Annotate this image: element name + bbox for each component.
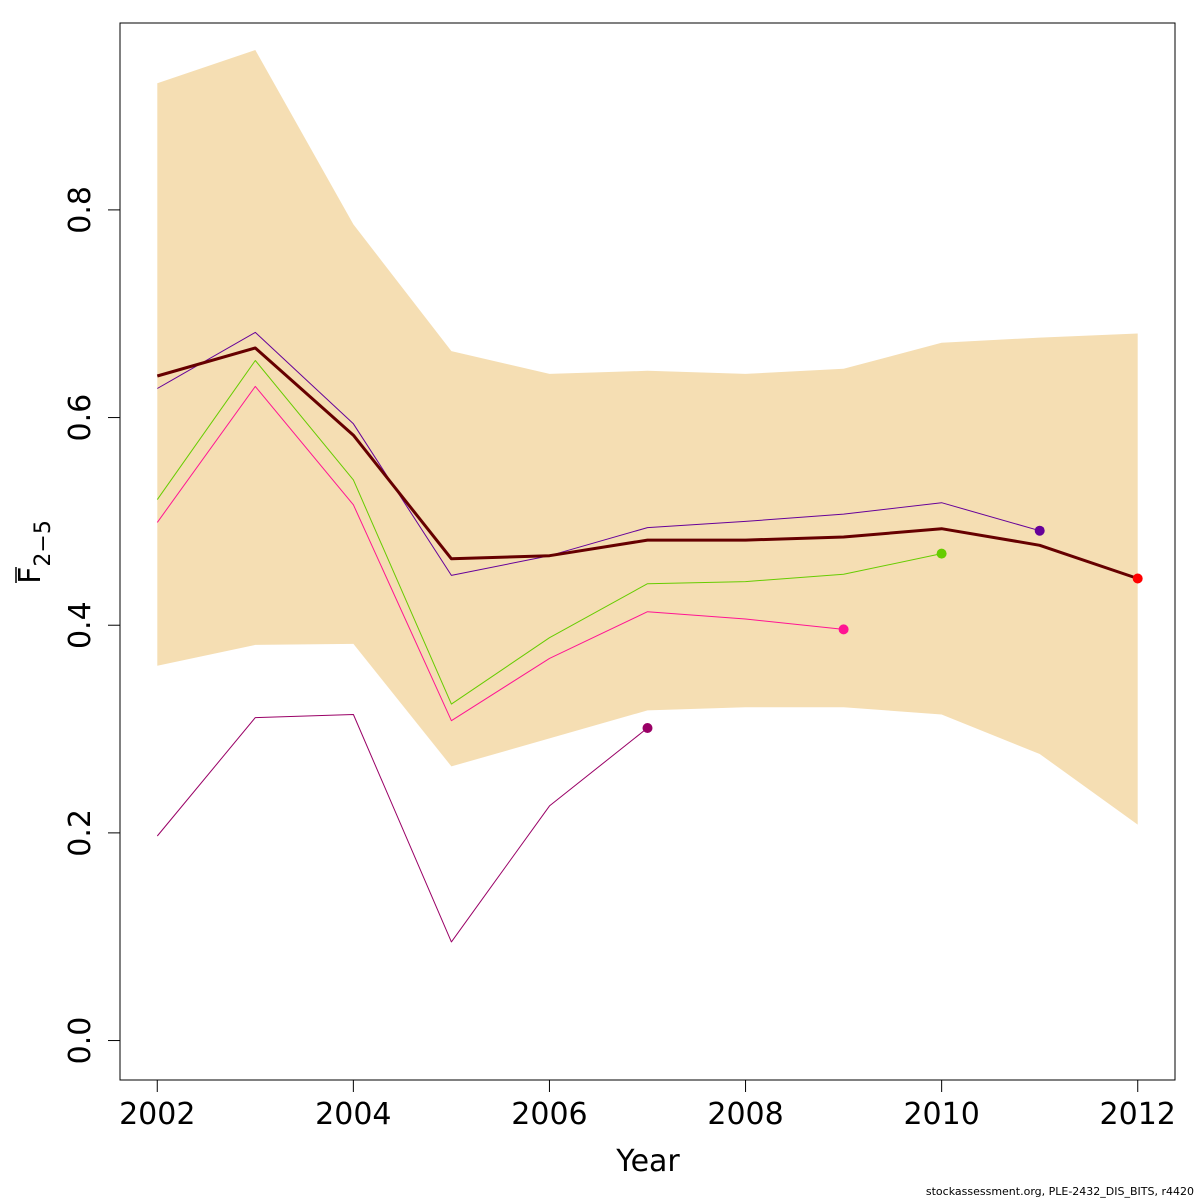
confidence-band bbox=[157, 50, 1138, 825]
y-tick-label: 0.2 bbox=[63, 809, 98, 857]
y-tick-label: 0.0 bbox=[63, 1017, 98, 1065]
series-line-3 bbox=[156, 360, 942, 705]
x-tick-label: 2004 bbox=[315, 1097, 391, 1132]
series-line-1 bbox=[156, 714, 648, 943]
series-end-point-2 bbox=[838, 624, 849, 635]
x-tick-label: 2006 bbox=[511, 1097, 587, 1132]
y-axis: 0.0 0.2 0.4 0.6 0.8 bbox=[63, 186, 121, 1065]
series-end-point-3 bbox=[936, 548, 947, 559]
x-tick-label: 2012 bbox=[1100, 1097, 1176, 1132]
y-tick-label: 0.8 bbox=[63, 186, 98, 234]
series-end-point-5 bbox=[1132, 573, 1143, 584]
series-end-point-4 bbox=[1034, 525, 1045, 536]
y-axis-title-subscript: 2−5 bbox=[31, 520, 56, 566]
x-axis: 2002 2004 2006 2008 2010 2012 bbox=[119, 1079, 1176, 1132]
x-tick-label: 2010 bbox=[903, 1097, 979, 1132]
series-line-2 bbox=[156, 385, 844, 722]
x-tick-label: 2002 bbox=[119, 1097, 195, 1132]
y-tick-label: 0.4 bbox=[63, 601, 98, 649]
svg-text:F2−5: F2−5 bbox=[13, 520, 56, 584]
y-axis-title-main: F bbox=[13, 567, 48, 584]
x-tick-label: 2008 bbox=[707, 1097, 783, 1132]
series-end-point-1 bbox=[642, 723, 653, 733]
y-tick-label: 0.6 bbox=[63, 394, 98, 442]
series-line-5 bbox=[156, 346, 1139, 580]
y-axis-title: F2−5 bbox=[13, 520, 56, 584]
footnote: stockassessment.org, PLE-2432_DIS_BITS, … bbox=[925, 1185, 1194, 1198]
x-axis-title: Year bbox=[615, 1144, 680, 1179]
series-line-4 bbox=[157, 331, 1040, 576]
